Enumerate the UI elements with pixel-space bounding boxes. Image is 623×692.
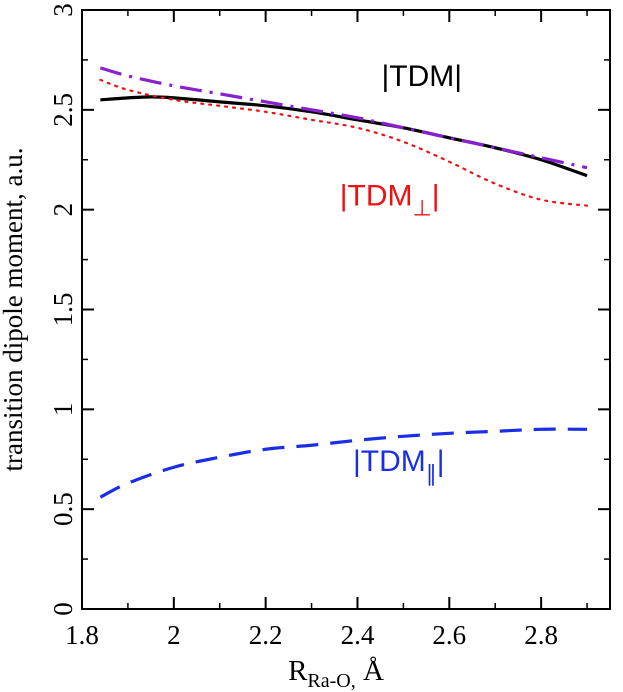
annotation-label-1: |TDM⊥|: [340, 180, 440, 221]
series-line-3: [99, 66, 588, 170]
x-axis-label: RRa-O, Å: [288, 655, 384, 692]
x-tick-label: 2.8: [524, 620, 558, 650]
y-tick-label: 2: [48, 203, 78, 217]
plot-frame: [81, 9, 611, 610]
y-axis-label: transition dipole moment, a.u.: [0, 148, 28, 472]
annotation-label-0: |TDM|: [381, 60, 462, 93]
series-line-0: [100, 95, 588, 178]
series-layer: [99, 66, 589, 499]
y-tick-label: 1: [48, 403, 78, 417]
y-tick-label: 0.5: [48, 492, 78, 526]
x-tick-label: 2.2: [249, 620, 283, 650]
annotation-label-2: |TDM∥|: [353, 445, 445, 486]
y-tick-label: 2.5: [48, 93, 78, 127]
x-tick-label: 2.4: [341, 620, 375, 650]
y-tick-label: 0: [48, 602, 78, 616]
axes: 1.8 2 2.2 2.4 2.6 2.8 0 0.5 1 1.5 2 2.5 3 transition …: [0, 3, 611, 692]
series-line-1: [99, 78, 589, 207]
annotations: |TDM| |TDM⊥| |TDM∥|: [340, 60, 462, 486]
x-tick-label: 1.8: [65, 620, 99, 650]
x-tick-label: 2.6: [432, 620, 466, 650]
y-tick-label: 3: [48, 3, 78, 17]
x-tick-label: 2: [167, 620, 181, 650]
y-tick-label: 1.5: [48, 293, 78, 327]
series-line-2: [99, 427, 588, 499]
